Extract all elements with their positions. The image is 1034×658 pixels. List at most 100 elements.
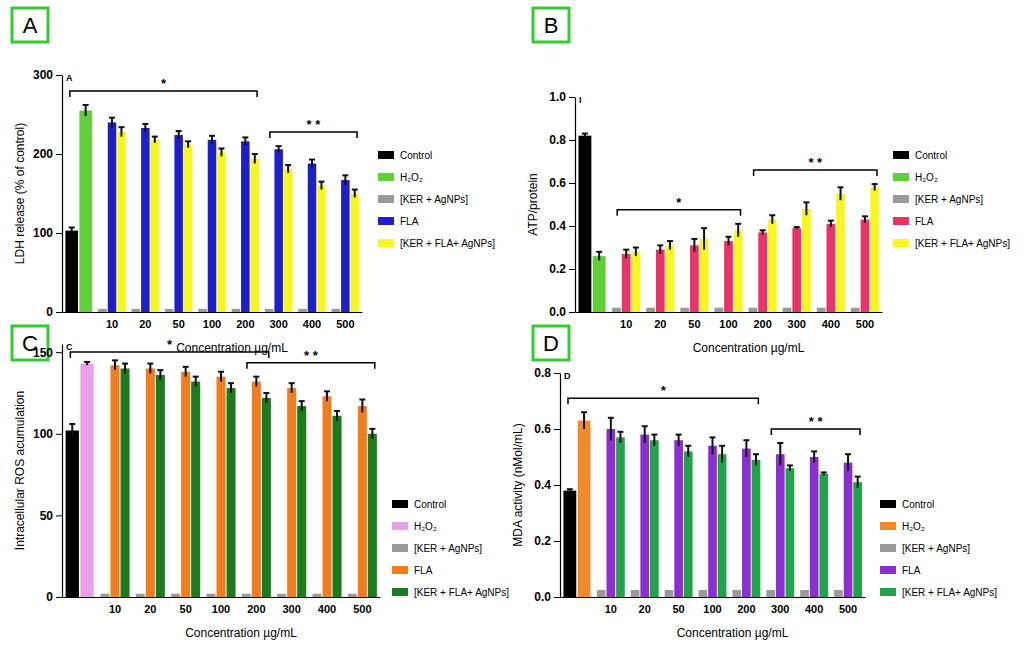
legend-label: H₂O₂ — [915, 172, 938, 183]
error-bar — [112, 360, 118, 370]
legend-swatch — [392, 544, 408, 552]
error-bar — [263, 393, 269, 403]
bar — [351, 194, 360, 313]
error-cap — [263, 392, 269, 394]
bar — [341, 180, 350, 312]
error-cap — [218, 371, 224, 373]
error-bar — [828, 221, 834, 227]
bar — [65, 231, 78, 312]
x-tick-label: 200 — [753, 318, 771, 330]
error-line — [301, 401, 303, 411]
bar — [817, 308, 826, 312]
y-tick: 1.0 — [549, 90, 575, 104]
legend-label: FLA — [414, 565, 433, 576]
error-cap — [359, 398, 365, 400]
error-cap — [84, 361, 90, 363]
significance-label: * * — [809, 414, 824, 429]
bar — [666, 245, 675, 312]
bar — [232, 309, 241, 312]
bar — [724, 241, 733, 312]
bar — [241, 141, 250, 312]
x-tick: 500 — [336, 318, 354, 330]
x-tick: 100 — [719, 318, 737, 330]
y-tick: 100 — [33, 226, 62, 240]
error-bar — [855, 477, 861, 488]
legend: ControlH₂O₂[KER + AgNPs]FLA[KER + FLA+ A… — [392, 499, 509, 598]
y-tick-mark — [56, 233, 62, 234]
error-cap — [253, 376, 259, 378]
bar — [714, 308, 723, 312]
y-tick-mark — [569, 140, 575, 141]
error-bar — [753, 454, 759, 465]
panel: C050100150102050100200300400500C** *Intr… — [12, 326, 509, 640]
y-tick: 0 — [46, 590, 62, 604]
bar — [287, 388, 296, 597]
bar — [800, 590, 809, 597]
significance-bracket — [270, 132, 357, 138]
legend-swatch — [378, 239, 394, 247]
bar — [368, 434, 377, 597]
y-axis-title: ATP/protein — [526, 173, 540, 235]
bar — [151, 140, 160, 312]
x-tick-label: 10 — [620, 318, 632, 330]
bar — [597, 590, 606, 597]
error-cap — [109, 117, 115, 119]
error-bar — [872, 184, 878, 190]
y-tick: 0.2 — [534, 534, 560, 548]
error-line — [669, 241, 671, 250]
error-line — [712, 437, 714, 454]
y-tick-mark — [554, 485, 560, 486]
error-cap — [596, 251, 602, 253]
bar — [776, 454, 785, 597]
error-cap — [811, 450, 817, 452]
plot-area — [563, 412, 862, 597]
error-cap — [285, 164, 291, 166]
x-axis: 102050100200300400500 — [63, 313, 363, 330]
significance-label: * — [676, 195, 682, 210]
error-line — [644, 426, 646, 443]
error-line — [265, 393, 267, 403]
error-line — [728, 237, 730, 246]
legend-swatch — [880, 588, 896, 596]
x-tick-label: 20 — [654, 318, 666, 330]
bar — [108, 122, 117, 312]
error-line — [255, 377, 257, 387]
bar — [66, 431, 79, 597]
bar — [786, 468, 795, 597]
y-tick: 0 — [46, 305, 62, 319]
x-tick-label: 500 — [336, 318, 354, 330]
legend-swatch — [392, 522, 408, 530]
error-line — [583, 412, 585, 429]
x-axis: 102050100200300400500 — [576, 313, 883, 330]
bar — [79, 111, 92, 312]
error-bar — [769, 215, 775, 224]
bar — [563, 491, 576, 597]
error-bar — [147, 364, 153, 374]
bar — [165, 309, 174, 312]
bar — [297, 406, 306, 597]
error-bar — [838, 187, 844, 200]
panel-label-box — [533, 326, 569, 360]
error-cap — [218, 147, 224, 149]
error-line — [619, 432, 621, 443]
y-tick: 0.0 — [534, 590, 560, 604]
bar — [792, 228, 801, 312]
y-axis-title: Intracellular ROS acumulation — [13, 391, 27, 550]
bar — [616, 437, 625, 597]
y-tick-label: 100 — [33, 226, 53, 240]
legend-label: [KER + FLA+ AgNPs] — [915, 238, 1010, 249]
x-tick-label: 200 — [247, 603, 265, 615]
x-tick: 20 — [144, 603, 156, 615]
bar — [810, 457, 819, 597]
x-axis-title: Concentration µg/mL — [176, 341, 288, 355]
error-cap — [334, 410, 340, 412]
error-cap — [289, 382, 295, 384]
bar — [783, 308, 792, 312]
x-tick-label: 100 — [203, 318, 221, 330]
error-line — [635, 248, 637, 257]
y-tick-label: 1.0 — [549, 90, 566, 104]
error-line — [779, 443, 781, 465]
bar — [844, 463, 853, 597]
bar — [174, 135, 183, 312]
y-tick-mark — [569, 183, 575, 184]
